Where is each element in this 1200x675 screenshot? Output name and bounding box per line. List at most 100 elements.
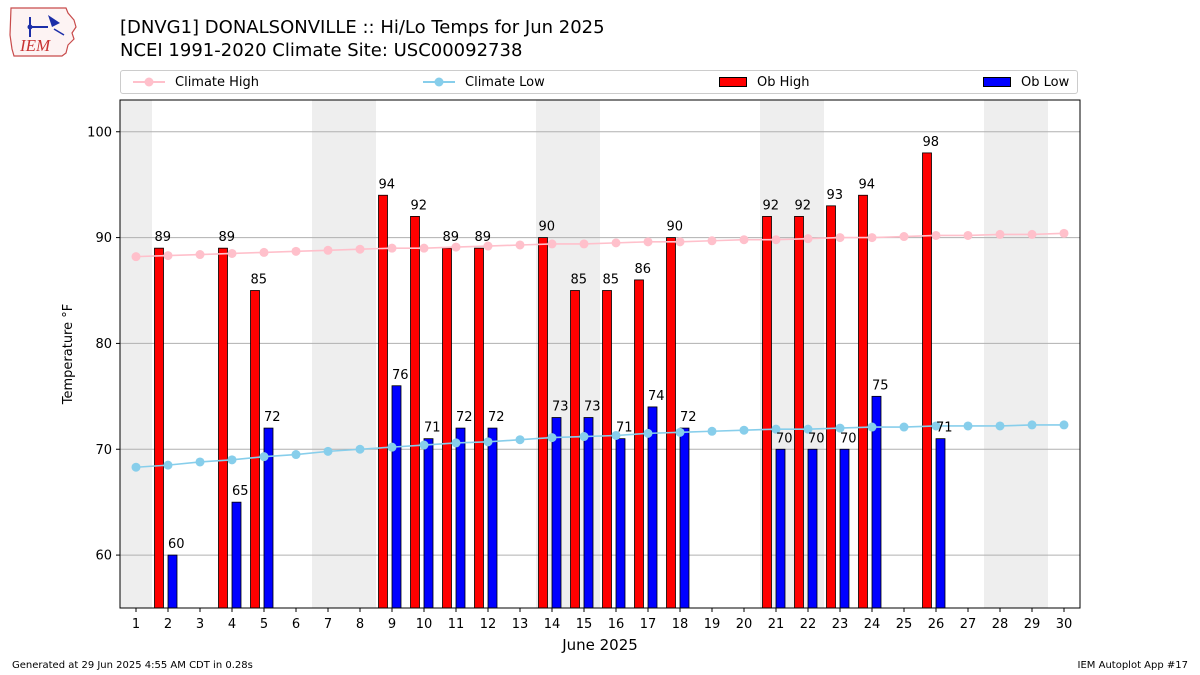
climate-low-point [419,440,429,450]
x-tick-label: 10 [416,617,433,632]
climate-high-point [131,252,141,262]
climate-high-point [963,230,973,240]
ob-low-value-label: 76 [392,368,409,383]
ob-high-bar [250,290,260,609]
x-tick-label: 17 [640,617,657,632]
climate-low-point [195,457,205,467]
climate-low-point [611,430,621,440]
legend-climate-high-label: Climate High [175,74,260,90]
x-tick-label: 19 [704,617,721,632]
chart-title: [DNVG1] DONALSONVILLE :: Hi/Lo Temps for… [120,17,605,38]
ob-high-bar [538,237,548,609]
x-tick-label: 21 [768,617,785,632]
x-tick-label: 5 [260,617,268,632]
climate-high-point [355,244,365,254]
x-tick-label: 4 [228,617,236,632]
ob-high-bar [602,290,612,609]
climate-low-point [739,425,749,435]
y-tick-label: 90 [95,231,112,246]
ob-low-value-label: 75 [872,378,889,393]
ob-low-value-label: 72 [680,410,697,425]
x-tick-label: 2 [164,617,172,632]
climate-high-point [515,240,525,250]
legend-climate-low-label: Climate Low [465,74,545,90]
ob-high-value-label: 86 [635,262,652,277]
climate-low-point [163,460,173,470]
x-axis-label: June 2025 [561,636,638,654]
ob-low-value-label: 72 [264,410,281,425]
x-tick-label: 11 [448,617,465,632]
ob-low-bar [551,417,562,609]
ob-high-value-label: 90 [667,220,684,235]
climate-low-point [259,452,269,462]
climate-high-point [195,250,205,260]
ob-high-bar [858,194,868,609]
ob-low-value-label: 70 [808,431,825,446]
ob-low-bar [839,448,850,609]
x-tick-label: 1 [132,617,140,632]
ob-low-value-label: 71 [936,421,953,436]
x-tick-label: 22 [800,617,817,632]
weekend-shade [1016,100,1048,608]
ob-low-swatch-icon [983,77,1011,87]
legend-climate-low: Climate Low [423,71,545,93]
ob-low-value-label: 71 [424,421,441,436]
climate-high-point [675,237,685,247]
climate-high-point [771,235,781,245]
x-tick-label: 12 [480,617,497,632]
weekend-shade [312,100,344,608]
ob-high-bar [762,216,772,609]
x-tick-label: 3 [196,617,204,632]
climate-high-point [643,237,653,247]
climate-low-point [1059,420,1069,430]
ob-low-bar [935,438,946,609]
climate-low-line-icon [423,77,455,87]
chart-subtitle: NCEI 1991-2020 Climate Site: USC00092738 [120,40,523,61]
climate-low-point [643,428,653,438]
climate-high-line [135,232,1065,258]
ob-high-value-label: 90 [539,220,556,235]
y-tick-label: 80 [95,337,112,352]
climate-low-point [707,426,717,436]
x-tick-label: 8 [356,617,364,632]
climate-low-point [355,444,365,454]
x-tick-label: 29 [1024,617,1041,632]
climate-low-point [803,424,813,434]
ob-high-bar [154,247,164,609]
legend-ob-low: Ob Low [983,71,1069,93]
x-tick-label: 28 [992,617,1009,632]
x-tick-label: 27 [960,617,977,632]
ob-high-value-label: 92 [411,198,428,213]
ob-high-bar [378,194,388,609]
ob-low-value-label: 65 [232,484,249,499]
weekend-shade [344,100,376,608]
ob-high-bar [826,205,836,609]
ob-high-bar [442,247,452,609]
climate-high-point [867,233,877,243]
ob-low-bar [455,427,466,609]
x-tick-label: 15 [576,617,593,632]
climate-high-point [899,232,909,242]
ob-high-bar [410,216,420,609]
ob-low-bar [231,501,242,609]
ob-high-value-label: 85 [251,273,268,288]
weekend-shade [984,100,1016,608]
ob-low-bar [583,417,594,609]
x-tick-label: 20 [736,617,753,632]
ob-low-bar [423,438,434,609]
ob-high-value-label: 94 [859,177,876,192]
climate-high-point [579,239,589,249]
climate-high-point [483,241,493,251]
x-tick-label: 14 [544,617,561,632]
climate-high-point [1027,229,1037,239]
x-tick-label: 24 [864,617,881,632]
ob-high-bar [666,237,676,609]
ob-low-bar [391,385,402,609]
climate-low-point [899,422,909,432]
iem-iowa-logo-icon: IEM [9,7,77,57]
climate-low-point [835,423,845,433]
climate-high-point [419,243,429,253]
ob-high-bar [218,247,228,609]
ob-high-bar [570,290,580,609]
